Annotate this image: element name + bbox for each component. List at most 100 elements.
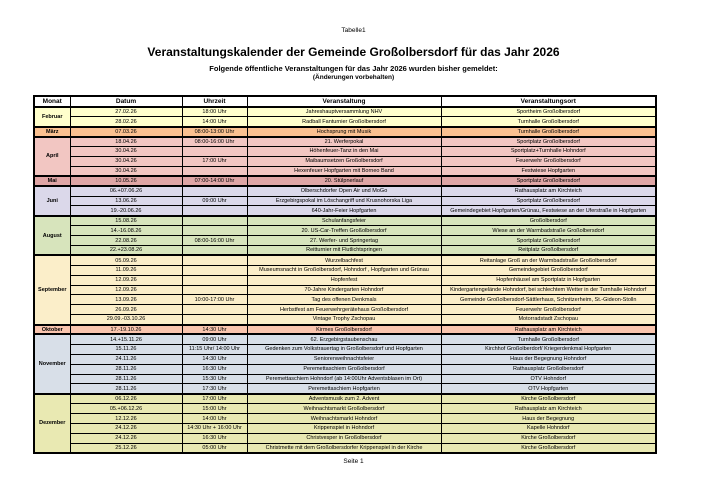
- cell-datum: 25.12.26: [69, 442, 183, 454]
- cell-ort: Sportheim Großolbersdorf: [440, 106, 657, 118]
- event-row: März 07.03.26 08:00-13:00 Uhr Hochsprung mi…: [33, 125, 657, 138]
- event-row: 19.-20.06.26 640-Jahr-Feier Hopfgarten Gem…: [34, 205, 657, 217]
- event-row: 30.04.26 Hexenfeuer Hopfgarten mit Borneo…: [34, 165, 657, 177]
- event-row: 28.11.26 17:30 Uhr Peremettaschiem Hopfgar…: [34, 383, 657, 395]
- cell-veranstaltung: Wurzelbachfest: [246, 254, 442, 266]
- cell-datum: 15.08.26: [69, 214, 183, 227]
- event-row: Dezember 06.12.26 17:00 Uhr Adventsmusik zu…: [33, 392, 657, 454]
- cell-uhrzeit: 17:00 Uhr: [181, 155, 248, 167]
- cell-ort: Festwiese Hopfgarten: [440, 165, 657, 177]
- cell-datum: 11.09.26: [69, 264, 183, 276]
- event-row: September 05.09.26 Wurzelbachfest Reitanlag…: [33, 254, 657, 326]
- event-row: 05.+06.12.26 15:00 Uhr Weihnachtsmarkt Gro…: [34, 403, 657, 415]
- cell-veranstaltung: Vintage Trophy Zschopau: [246, 314, 442, 326]
- column-header-datum: Datum: [69, 95, 183, 108]
- cell-uhrzeit: 05:00 Uhr: [181, 442, 248, 454]
- events-table-body: Februar 27.02.26 18:00 Uhr Jahreshauptversa…: [33, 106, 657, 454]
- cell-uhrzeit: [181, 254, 248, 266]
- event-row: 14.-16.08.26 20. US-Car-Treffen Großolber…: [34, 225, 657, 237]
- cell-datum: 14.-16.08.26: [69, 225, 183, 237]
- cell-uhrzeit: 08:00-16:00 Uhr: [181, 135, 248, 148]
- cell-veranstaltung: 20. US-Car-Treffen Großolbersdorf: [246, 225, 442, 237]
- cell-datum: 14.+15.11.26: [69, 333, 183, 345]
- column-header-veranstaltung: Veranstaltung: [246, 95, 442, 108]
- cell-datum: 13.09.26: [69, 294, 183, 306]
- cell-datum: 26.09.26: [69, 304, 183, 316]
- sheet-label: Tabelle1: [341, 27, 366, 34]
- cell-datum: 28.11.26: [69, 383, 183, 395]
- event-row: 28.11.26 16:30 Uhr Peremettaschiem Großolb…: [34, 363, 657, 375]
- cell-uhrzeit: [181, 304, 248, 316]
- cell-datum: 05.09.26: [69, 254, 183, 266]
- month-cell: August: [33, 214, 71, 256]
- cell-uhrzeit: 17:30 Uhr: [181, 383, 248, 395]
- cell-ort: Reitanlage Groß an der Warmbadstraße Gro…: [440, 254, 657, 266]
- month-cell: Juni: [33, 185, 71, 217]
- event-row: 29.09.-03.10.26 Vintage Trophy Zschopau Mo…: [34, 314, 657, 326]
- cell-ort: Sportplatz Großolbersdorf: [440, 175, 657, 187]
- cell-veranstaltung: Hexenfeuer Hopfgarten mit Borneo Band: [246, 165, 442, 177]
- cell-ort: Gemeindegebiet Großolbersdorf: [440, 264, 657, 276]
- events-table: Monat Datum Uhrzeit Veranstaltung Veranstalt…: [33, 95, 657, 455]
- cell-veranstaltung: 640-Jahr-Feier Hopfgarten: [246, 205, 442, 217]
- event-row: 12.09.26 70-Jahre Kindergarten Hohndorf Ki…: [34, 284, 657, 296]
- cell-datum: 17.-19.10.26: [69, 323, 183, 335]
- cell-ort: Gemeinde Großolbersdorf-Sättlerhaus, Sch…: [440, 294, 657, 306]
- cell-veranstaltung: Hopfenfest: [246, 274, 442, 286]
- event-row: 30.04.26 Höhenfeuer-Tanz in den Mai Sportp…: [34, 146, 657, 157]
- event-row: 24.11.26 14:30 Uhr Seniorenweihnachtsfeier…: [34, 353, 657, 365]
- event-row: 13.09.26 10:00-17:00 Uhr Tag des offenen D…: [34, 294, 657, 306]
- event-row: 11.09.26 Museumsnacht in Großolbersdorf, …: [34, 264, 657, 276]
- cell-ort: Kindergartengelände Hohndorf, bei schlec…: [440, 284, 657, 296]
- cell-veranstaltung: Seniorenweihnachtsfeier: [246, 353, 442, 365]
- cell-veranstaltung: Gedenken zum Volkstrauertag in Großolber…: [246, 343, 442, 355]
- event-row: Februar 27.02.26 18:00 Uhr Jahreshauptversa…: [33, 106, 657, 128]
- cell-veranstaltung: Hochsprung mit Musik: [246, 125, 442, 138]
- cell-datum: 06.+07.06.26: [69, 185, 183, 197]
- cell-veranstaltung: Christvesper in Großolbersdorf: [246, 432, 442, 444]
- cell-datum: 30.04.26: [69, 165, 183, 177]
- cell-ort: Rathausplatz am Kirchteich: [440, 323, 657, 335]
- cell-uhrzeit: 08:00-16:00 Uhr: [181, 235, 248, 246]
- cell-veranstaltung: 62. Erzgebirgstaubenschau: [246, 333, 442, 345]
- cell-datum: 07.03.26: [69, 125, 183, 138]
- cell-veranstaltung: Weihnachtsmarkt Hohndorf: [246, 413, 442, 424]
- cell-ort: Motorradstadt Zschopau: [440, 314, 657, 326]
- cell-ort: Rathausplatz am Kirchteich: [440, 185, 657, 197]
- cell-ort: Hopfenhäusel am Sportplatz in Hopfgarten: [440, 274, 657, 286]
- cell-uhrzeit: 16:30 Uhr: [181, 363, 248, 375]
- cell-datum: 24.11.26: [69, 353, 183, 365]
- cell-uhrzeit: [181, 165, 248, 177]
- cell-uhrzeit: 14:30 Uhr: [181, 323, 248, 335]
- month-cell: März: [33, 125, 71, 138]
- column-header-monat: Monat: [33, 95, 71, 108]
- cell-uhrzeit: 15:30 Uhr: [181, 373, 248, 385]
- cell-veranstaltung: Christmette mit dem Großolbersdorfer Kri…: [246, 442, 442, 454]
- cell-ort: Turnhalle Großolbersdorf: [440, 125, 657, 138]
- cell-ort: OTV Hohndorf: [440, 373, 657, 385]
- cell-ort: Sportplatz+Turnhalle Hohndorf: [440, 146, 657, 157]
- event-row: April 18.04.26 08:00-16:00 Uhr 21. Werferpo…: [33, 135, 657, 177]
- event-row: 24.12.26 14:30 Uhr + 16:00 Uhr Krippenspie…: [34, 423, 657, 434]
- cell-uhrzeit: 10:00-17:00 Uhr: [181, 294, 248, 306]
- cell-uhrzeit: 07:00-14:00 Uhr: [181, 175, 248, 187]
- event-row: 24.12.26 16:30 Uhr Christvesper in Großolb…: [34, 432, 657, 444]
- cell-ort: Kirche Großolbersdorf: [440, 442, 657, 454]
- cell-uhrzeit: 08:00-13:00 Uhr: [181, 125, 248, 138]
- cell-veranstaltung: Peremettaschiem Hohndorf (ab 14:00Uhr Ad…: [246, 373, 442, 385]
- cell-datum: 28.02.26: [69, 116, 183, 128]
- cell-uhrzeit: [181, 185, 248, 197]
- cell-ort: Rathausplatz Großolbersdorf: [440, 363, 657, 375]
- cell-ort: Feuerwehr Großolbersdorf: [440, 155, 657, 167]
- cell-veranstaltung: Museumsnacht in Großolbersdorf, Hohndorf…: [246, 264, 442, 276]
- cell-ort: Gemeindegebiet Hopfgarten/Grünau, Festwi…: [440, 205, 657, 217]
- cell-datum: 22.+23.08.26: [69, 244, 183, 256]
- cell-uhrzeit: 18:00 Uhr: [181, 106, 248, 118]
- cell-ort: Kapelle Hohndorf: [440, 423, 657, 434]
- cell-datum: 24.12.26: [69, 432, 183, 444]
- cell-ort: Feuerwehr Großolbersdorf: [440, 304, 657, 316]
- cell-ort: Haus der Begegnung Hohndorf: [440, 353, 657, 365]
- event-row: Juni 06.+07.06.26 Olberschdorfer Open Air …: [33, 185, 657, 217]
- cell-veranstaltung: Schulanfangsfeier: [246, 214, 442, 227]
